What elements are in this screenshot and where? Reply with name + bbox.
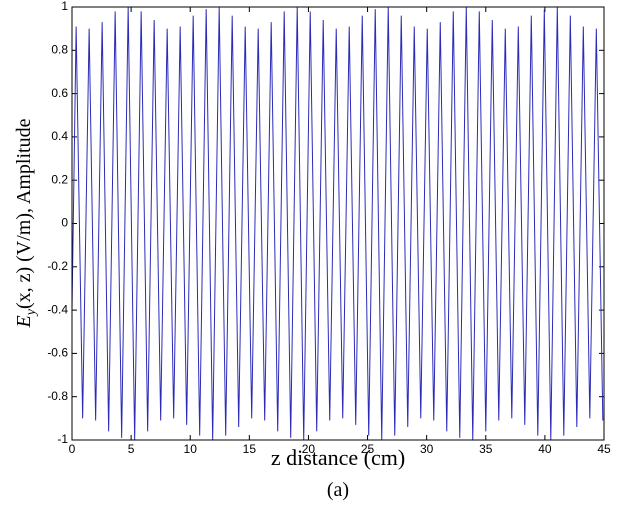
x-tick-label: 35 [479,442,493,456]
y-label-symbol: E [13,315,35,328]
y-tick-label: 0 [61,216,68,230]
y-label-subscript: y [24,308,39,317]
x-tick-label: 25 [361,442,375,456]
data-line [71,6,604,441]
y-tick-label: 0.6 [51,86,68,100]
x-tick-label: 15 [243,442,257,456]
y-tick-label: -0.4 [47,302,68,316]
x-tick-label: 40 [538,442,552,456]
y-label-rest: (x, z) (V/m), Amplitude [13,118,35,309]
plot-frame [71,6,605,441]
x-tick-label: 20 [302,442,316,456]
y-tick-label: -0.2 [47,259,68,273]
x-tick-label: 0 [69,442,76,456]
y-axis-label: Ey(x, z) (V/m), Amplitude [13,118,39,328]
y-tick-label: -1 [57,432,68,446]
x-axis-label: z distance (cm) [271,445,405,470]
x-tick-label: 45 [597,442,611,456]
y-tick-label: 1 [61,0,68,13]
x-tick-label: 30 [420,442,434,456]
y-tick-label: -0.6 [47,346,68,360]
y-tick-label: -0.8 [47,389,68,403]
x-tick-label: 10 [184,442,198,456]
y-tick-label: 0.4 [51,129,68,143]
x-tick-label: 5 [128,442,135,456]
y-tick-label: 0.2 [51,172,68,186]
caption: (a) [327,479,349,501]
y-tick-label: 0.8 [51,42,68,56]
